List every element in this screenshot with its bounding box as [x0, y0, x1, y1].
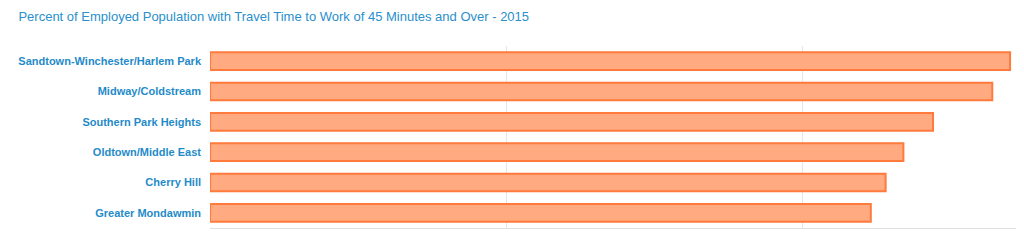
svg-text:Southern Park Heights: Southern Park Heights: [82, 116, 201, 128]
svg-text:Oldtown/Middle East: Oldtown/Middle East: [93, 146, 202, 158]
svg-text:Midway/Coldstream: Midway/Coldstream: [98, 85, 202, 97]
svg-text:Cherry Hill: Cherry Hill: [145, 176, 201, 188]
svg-text:Greater Mondawmin: Greater Mondawmin: [95, 207, 201, 219]
svg-text:Percent of Employed Population: Percent of Employed Population with Trav…: [18, 9, 529, 24]
svg-text:Sandtown-Winchester/Harlem Par: Sandtown-Winchester/Harlem Park: [18, 55, 202, 67]
